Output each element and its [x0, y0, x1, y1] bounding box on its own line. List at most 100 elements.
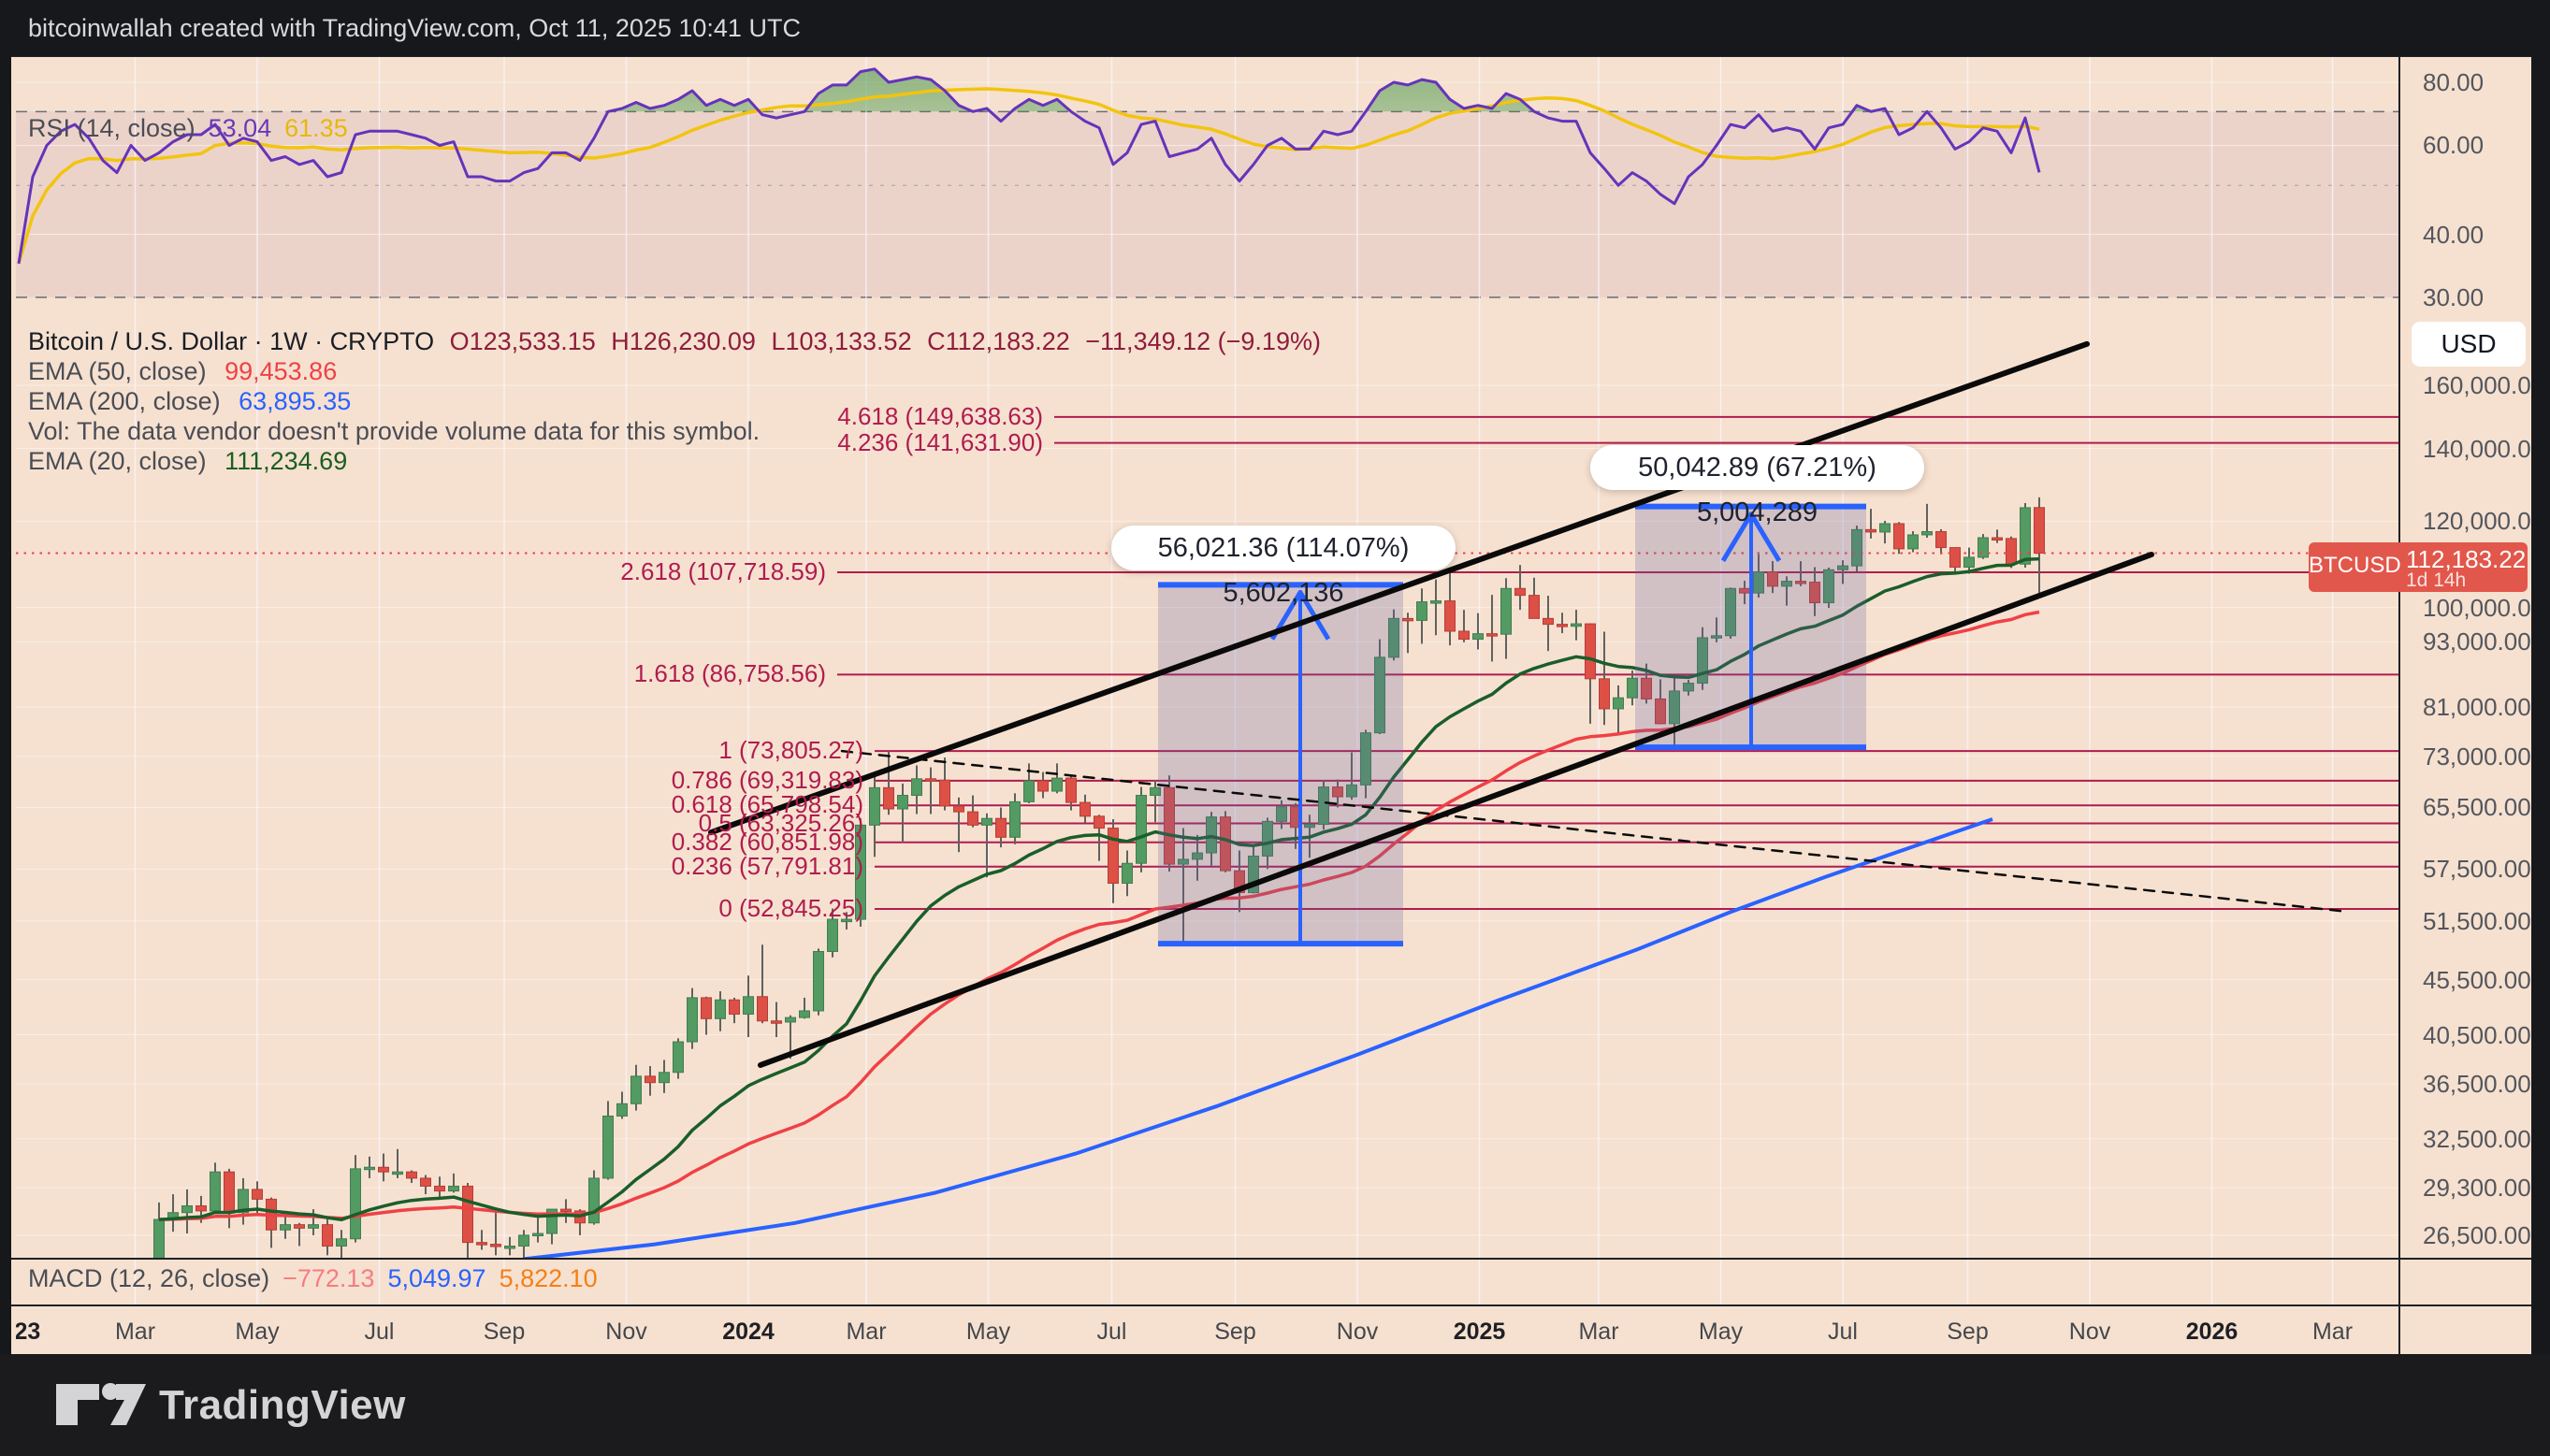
candle-body [364, 1166, 375, 1171]
time-label-month[interactable]: Jul [1828, 1319, 1858, 1345]
candle-body [967, 811, 978, 826]
time-label-month[interactable]: May [965, 1319, 1011, 1345]
candle-body [1514, 587, 1526, 597]
candle-body [1669, 690, 1680, 725]
rsi-overbought-fill [607, 68, 1928, 112]
time-label-year[interactable]: 2026 [2185, 1319, 2238, 1345]
fib-level-label: 2.618 (107,718.59) [620, 557, 826, 585]
candle-body [1402, 617, 1413, 622]
candles [153, 497, 2045, 1258]
candle-body [1767, 571, 1778, 587]
ohlc-low: L103,133.52 [771, 327, 912, 355]
header-title: bitcoinwallah created with TradingView.c… [28, 14, 801, 42]
candle-body [1851, 528, 1862, 567]
candle-body [869, 786, 880, 826]
chart-canvas[interactable] [11, 56, 2531, 1354]
candle-body [1206, 816, 1217, 854]
time-label-year[interactable]: 2024 [722, 1319, 775, 1345]
time-label-year[interactable]: 2025 [1453, 1319, 1506, 1345]
candle-body [1178, 858, 1189, 865]
candle-body [1192, 852, 1203, 860]
time-axis[interactable]: 2023 Mar May Jul Sep Nov 2024 Mar May Jul Sep Nov 20… [16, 1313, 2399, 1354]
time-label-month[interactable]: Nov [605, 1319, 647, 1345]
trendline-descending-dashed[interactable] [840, 749, 2350, 914]
candle-body [1276, 806, 1287, 822]
ema200-label: EMA (200, close) [28, 387, 221, 415]
time-label-month[interactable]: Jul [364, 1319, 395, 1345]
candle-body [673, 1041, 684, 1074]
time-label-month[interactable]: Mar [2311, 1319, 2354, 1345]
candle-body [841, 918, 852, 923]
symbol-legend-row[interactable]: Bitcoin / U.S. Dollar · 1W · CRYPTO O123… [28, 327, 1321, 356]
currency-button-label: USD [2441, 329, 2497, 358]
chart-area[interactable]: RSI (14, close) 53.04 61.35 Bitcoin / U.S.… [11, 56, 2531, 1354]
rsi-line [17, 67, 2041, 265]
time-label-month[interactable]: Nov [2068, 1319, 2111, 1345]
ohlc-change: −11,349.12 (−9.19%) [1085, 327, 1321, 355]
projection-box[interactable] [1158, 584, 1403, 944]
time-label-month[interactable]: Sep [483, 1319, 526, 1345]
candle-body [1795, 581, 1806, 584]
candle-body [616, 1103, 628, 1117]
candle-body [1262, 820, 1273, 857]
last-price-value: 112,183.22 [2406, 545, 2527, 573]
candle-body [1108, 828, 1119, 885]
ohlc-close: C112,183.22 [927, 327, 1070, 355]
candle-body [1164, 786, 1175, 865]
time-label-month[interactable]: Sep [1947, 1319, 1989, 1345]
ema200-legend-row[interactable]: EMA (200, close) 63,895.35 [28, 387, 351, 416]
candle-body [462, 1185, 473, 1244]
candle-body [1051, 777, 1063, 792]
candle-body [1627, 677, 1638, 699]
rsi-ma-line [17, 87, 2040, 265]
candle-body [1444, 600, 1456, 632]
time-label-month[interactable]: Nov [1336, 1319, 1379, 1345]
trendline-channel-upper[interactable] [708, 340, 2090, 836]
price-tick-label: 32,500.00 [2423, 1124, 2531, 1153]
time-label-year[interactable]: 2023 [16, 1319, 41, 1345]
candle-body [813, 950, 824, 1012]
fib-level-label: 0 (52,845.25) [718, 894, 863, 923]
candle-body [855, 824, 866, 920]
candle-body [771, 1020, 782, 1024]
candle-body [2020, 507, 2031, 565]
candle-body [981, 817, 992, 826]
candle-body [238, 1189, 249, 1214]
candle-body [1458, 630, 1470, 641]
time-label-month[interactable]: Jul [1096, 1319, 1127, 1345]
measure-label-1[interactable]: 56,021.36 (114.07%) 5,602,136 [1111, 526, 1456, 608]
candle-body [518, 1234, 529, 1247]
candle-body [743, 996, 754, 1016]
candle-body [1486, 633, 1498, 637]
candle-body [1949, 547, 1961, 568]
candle-body [602, 1115, 614, 1179]
time-label-month[interactable]: May [1698, 1319, 1744, 1345]
price-tick-label: 26,500.00 [2423, 1220, 2531, 1249]
candle-body [210, 1171, 221, 1212]
candle-body [322, 1224, 333, 1247]
candle-body [181, 1205, 193, 1214]
trendline-channel-lower[interactable] [758, 551, 2154, 1068]
time-label-month[interactable]: Mar [114, 1319, 156, 1345]
rsi-value: 53.04 [208, 114, 272, 142]
macd-signal-value: 5,822.10 [499, 1264, 598, 1292]
candle-body [1065, 777, 1077, 803]
candle-body [336, 1238, 347, 1247]
ema20-legend-row[interactable]: EMA (20, close) 111,234.69 [28, 447, 347, 476]
ema50-legend-row[interactable]: EMA (50, close) 99,453.86 [28, 357, 337, 386]
price-tick-label: 81,000.00 [2423, 693, 2531, 722]
time-label-month[interactable]: May [235, 1319, 280, 1345]
time-label-month[interactable]: Mar [846, 1319, 887, 1345]
fib-level-label: 0.5 (63,325.26) [698, 808, 863, 837]
price-tick-label: 93,000.00 [2423, 627, 2531, 656]
candle-body [350, 1168, 361, 1240]
price-tick-label: 29,300.00 [2423, 1174, 2531, 1203]
measure-label-2[interactable]: 50,042.89 (67.21%) 5,004,289 [1590, 445, 1924, 527]
time-label-month[interactable]: Sep [1214, 1319, 1256, 1345]
rsi-tick-label: 60.00 [2423, 131, 2485, 160]
currency-button[interactable]: USD [2412, 322, 2526, 367]
price-tick-label: 40,500.00 [2423, 1020, 2531, 1049]
macd-legend[interactable]: MACD (12, 26, close) −772.13 5,049.97 5,822… [28, 1264, 598, 1293]
time-label-month[interactable]: Mar [1578, 1319, 1619, 1345]
